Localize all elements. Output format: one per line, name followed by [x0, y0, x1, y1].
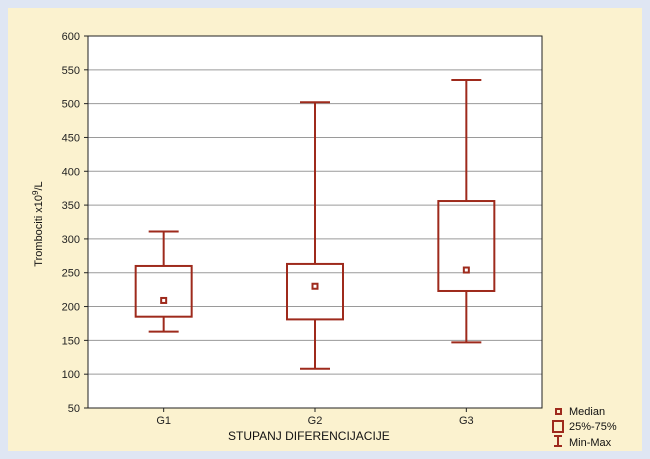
chart-frame: 50 100 150 200 250 300 350 400 450 500 550 600 G1 G2…: [8, 8, 642, 451]
legend-iqr-label: 25%-75%: [569, 421, 617, 433]
plot-border: [87, 35, 543, 409]
iqr-box: [286, 262, 344, 321]
y-axis-title-unit: /L: [33, 181, 45, 190]
iqr-box: [437, 200, 496, 292]
y-tick-label: 500: [62, 99, 80, 111]
y-axis-title-base: Trombociti x10: [33, 195, 45, 267]
y-tick-label: 150: [62, 335, 80, 347]
x-tick-label: G1: [156, 415, 171, 427]
y-tick-label: 350: [62, 200, 80, 212]
x-tick-label: G2: [308, 415, 323, 427]
y-tick-label: 450: [62, 132, 80, 144]
legend-median-label: Median: [569, 406, 605, 418]
iqr-box: [134, 264, 193, 318]
legend-whisker-marker: [554, 435, 562, 447]
median-marker: [462, 266, 470, 274]
box-g1: [134, 230, 193, 333]
x-axis-title: STUPANJ DIFERENCIJACIJE: [228, 429, 390, 443]
median-marker: [160, 296, 168, 304]
y-axis-title-superscript: 9: [31, 190, 40, 195]
y-tick-label: 400: [62, 166, 80, 178]
y-axis-title: Trombociti x109/L: [31, 181, 45, 266]
y-tick-label: 600: [62, 31, 80, 43]
legend-box-marker: [552, 420, 564, 433]
legend-median-marker: [555, 408, 562, 415]
y-tick-label: 100: [62, 369, 80, 381]
box-g3: [437, 78, 496, 344]
median-marker: [311, 282, 319, 290]
x-tick-label: G3: [459, 415, 474, 427]
box-g2: [286, 101, 344, 370]
box-plot-chart: 50 100 150 200 250 300 350 400 450 500 550 600 G1 G2…: [31, 31, 617, 449]
y-tick-label: 300: [62, 234, 80, 246]
y-tick-label: 50: [68, 403, 80, 415]
legend: Median 25%-75% Min-Max: [552, 406, 617, 449]
legend-minmax-label: Min-Max: [569, 437, 612, 449]
y-tick-label: 550: [62, 65, 80, 77]
y-tick-label: 200: [62, 302, 80, 314]
y-tick-label: 250: [62, 268, 80, 280]
